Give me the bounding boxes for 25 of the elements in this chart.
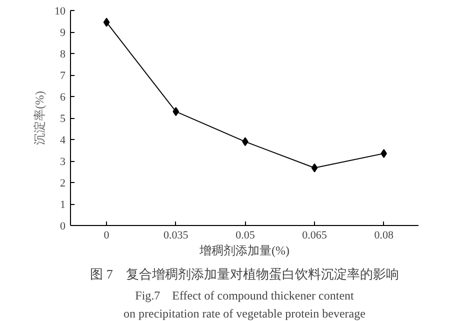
point: [311, 163, 318, 172]
y-tick-label: 3: [60, 156, 66, 168]
x-tick-label: 0: [104, 230, 110, 242]
point: [103, 18, 110, 27]
y-axis-title: 沉淀率(%): [32, 90, 46, 145]
point: [380, 148, 388, 158]
text: 图 7 复合增稠剂添加量对植物蛋白饮料沉淀率的影响: [90, 266, 399, 282]
y-tick-label: 7: [60, 70, 66, 82]
caption: Fig.7 Effect of compound thickener content: [135, 288, 355, 302]
x-tick-label: 0.035: [163, 230, 189, 242]
y-tick-label: 2: [60, 178, 66, 190]
y-tick-label: 6: [60, 92, 66, 104]
y-tick-label: 4: [60, 134, 66, 146]
x-tick-label: 0.065: [302, 230, 328, 242]
y-tick-label: 10: [54, 6, 66, 18]
point: [172, 107, 180, 116]
y-tick-label: 8: [60, 48, 66, 60]
y-tick-label: 5: [60, 113, 66, 125]
x-axis-title: 增稠剂添加量(%): [198, 244, 290, 258]
y-tick-label: 0: [60, 220, 66, 232]
y-tick-label: 9: [60, 27, 66, 39]
text: on precipitation rate of vegetable protein beverage: [124, 306, 366, 320]
x-tick-label: 0.05: [236, 230, 256, 242]
y-tick-label: 1: [60, 199, 66, 211]
x-tick-label: 0.08: [374, 230, 394, 242]
